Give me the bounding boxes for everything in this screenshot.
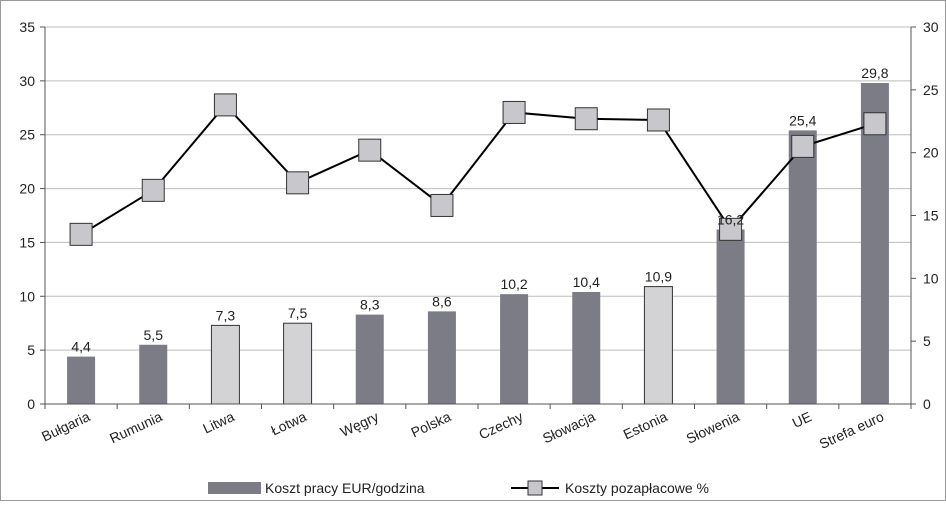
x-category-label: Węgry xyxy=(338,408,381,440)
y-left-tick-label: 25 xyxy=(19,127,35,143)
bar-value-label: 7,3 xyxy=(216,307,236,323)
line-marker xyxy=(502,100,526,124)
line-marker xyxy=(141,178,165,202)
x-category-label: Strefa euro xyxy=(817,408,887,452)
bar-value-label: 10,2 xyxy=(500,276,527,292)
y-left-tick-label: 0 xyxy=(27,396,35,412)
bar-value-label: 16,2 xyxy=(717,212,744,228)
line-series xyxy=(69,93,887,246)
bar xyxy=(139,344,168,404)
x-category-label: Słowenia xyxy=(684,408,742,447)
bar-value-label: 8,6 xyxy=(432,293,452,309)
bar xyxy=(572,291,601,404)
bar-series xyxy=(67,83,889,405)
legend-label-bar: Koszt pracy EUR/godzina xyxy=(265,480,425,496)
bar-value-label: 5,5 xyxy=(144,327,164,343)
x-category-label: Łotwa xyxy=(268,408,309,438)
bar xyxy=(860,83,889,405)
bar xyxy=(67,356,96,404)
line-marker xyxy=(286,171,310,195)
x-category-label: Rumunia xyxy=(107,408,165,446)
y-right-tick-label: 30 xyxy=(923,19,939,35)
bar xyxy=(500,294,529,404)
x-category-label: Bułgaria xyxy=(39,408,93,444)
bar-value-label: 25,4 xyxy=(789,112,816,128)
bar-value-label: 4,4 xyxy=(71,339,91,355)
legend-label-line: Koszty pozapłacowe % xyxy=(565,480,709,496)
y-left-tick-label: 30 xyxy=(19,73,35,89)
y-left-tick-label: 20 xyxy=(19,181,35,197)
bar xyxy=(716,229,745,404)
bar-value-label: 7,5 xyxy=(288,305,308,321)
y-left-tick-label: 15 xyxy=(19,234,35,250)
line-marker xyxy=(863,112,887,136)
y-left-tick-label: 5 xyxy=(27,342,35,358)
legend-swatch-marker xyxy=(527,480,543,496)
y-right-tick-label: 5 xyxy=(923,333,931,349)
bar xyxy=(355,314,384,404)
y-left-tick-label: 10 xyxy=(19,288,35,304)
legend-swatch-bar xyxy=(208,482,261,494)
legend: Koszt pracy EUR/godzina Koszty pozapłaco… xyxy=(208,480,709,496)
line-marker xyxy=(213,93,237,117)
x-category-label: Litwa xyxy=(200,408,237,436)
line-marker xyxy=(791,134,815,158)
y-right-tick-label: 0 xyxy=(923,396,931,412)
line-marker xyxy=(646,108,670,132)
bar xyxy=(283,322,313,405)
bar xyxy=(210,324,240,405)
y-left-tick-label: 35 xyxy=(19,19,35,35)
line-marker xyxy=(574,107,598,131)
bar xyxy=(427,311,456,404)
grid-lines xyxy=(45,26,911,351)
bar xyxy=(643,286,673,405)
bar-value-label: 29,8 xyxy=(861,65,888,81)
line-path xyxy=(80,103,876,236)
x-category-label: Słowacja xyxy=(540,408,598,446)
x-category-label: UE xyxy=(790,408,814,431)
line-marker xyxy=(69,222,93,246)
y-right-tick-label: 10 xyxy=(923,270,939,286)
bar-value-label: 8,3 xyxy=(360,297,380,313)
data-labels: 4,4 5,5 7,3 7,5 8,3 8,6 10,2 10,4 10,9 16,2 25,4 29… xyxy=(71,65,888,355)
x-category-label: Estonia xyxy=(621,408,670,442)
x-category-label: Polska xyxy=(408,408,453,440)
y-right-tick-label: 25 xyxy=(923,82,939,98)
y-right-tick-label: 20 xyxy=(923,145,939,161)
bar-value-label: 10,4 xyxy=(573,274,600,290)
bar-value-label: 10,9 xyxy=(645,269,672,285)
line-marker xyxy=(430,193,454,217)
y-right-tick-label: 15 xyxy=(923,208,939,224)
x-category-label: Czechy xyxy=(476,408,525,442)
line-marker xyxy=(358,138,382,162)
bar xyxy=(788,130,817,405)
line-marker xyxy=(719,217,743,241)
